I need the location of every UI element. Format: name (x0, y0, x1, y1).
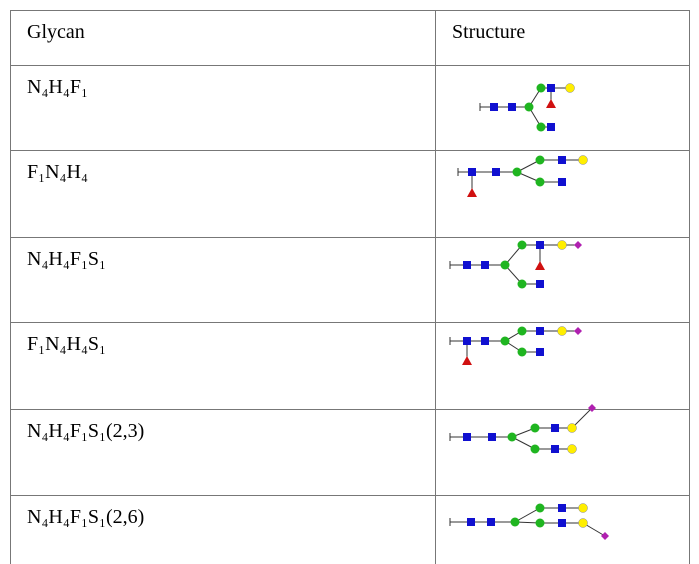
glcnac (490, 103, 498, 111)
mannose (531, 424, 540, 433)
mannose (518, 348, 527, 357)
glcnac (463, 433, 471, 441)
glycan-name: F₁N₄H₄S₁ (27, 333, 106, 355)
glycan-name: N₄H₄F₁ (27, 76, 88, 98)
header-cell: Structure (452, 21, 525, 43)
mannose (537, 123, 546, 132)
glcnac (487, 518, 495, 526)
glcnac (467, 518, 475, 526)
glcnac (558, 519, 566, 527)
galactose (579, 519, 588, 528)
mannose (536, 504, 545, 513)
mannose (536, 156, 545, 165)
glcnac (558, 156, 566, 164)
glycan-name: N₄H₄F₁S₁(2,6) (27, 506, 144, 528)
mannose (511, 518, 520, 527)
mannose (525, 103, 534, 112)
galactose (558, 327, 567, 336)
galactose (566, 84, 575, 93)
glcnac (536, 348, 544, 356)
glycan-structure (458, 156, 588, 198)
glcnac (551, 424, 559, 432)
mannose (537, 84, 546, 93)
glcnac (558, 178, 566, 186)
galactose (579, 156, 588, 165)
glycan-structure (450, 241, 582, 289)
glcnac (547, 84, 555, 92)
glcnac (536, 241, 544, 249)
glycan-name: N₄H₄F₁S₁(2,3) (27, 420, 144, 442)
table: Glycan Structure N₄H₄F₁ F₁N₄H₄ N₄H₄F₁S₁ … (0, 0, 699, 564)
fucose (462, 356, 472, 365)
structures (450, 84, 609, 541)
header-cell: Glycan (27, 21, 85, 43)
glcnac (468, 168, 476, 176)
glcnac (536, 280, 544, 288)
glcnac (488, 433, 496, 441)
mannose (501, 261, 510, 270)
glycan-name: F₁N₄H₄ (27, 161, 88, 183)
glcnac (558, 504, 566, 512)
mannose (518, 241, 527, 250)
sialic-acid (574, 241, 582, 249)
mannose (501, 337, 510, 346)
glcnac (463, 337, 471, 345)
glcnac (547, 123, 555, 131)
mannose (531, 445, 540, 454)
grid (10, 10, 690, 564)
glycan-structure (450, 404, 596, 454)
mannose (513, 168, 522, 177)
galactose (579, 504, 588, 513)
mannose (536, 178, 545, 187)
mannose (518, 280, 527, 289)
galactose (558, 241, 567, 250)
mannose (518, 327, 527, 336)
galactose (568, 424, 577, 433)
glcnac (481, 261, 489, 269)
glycan-name: N₄H₄F₁S₁ (27, 248, 106, 270)
glycan-structure (480, 84, 575, 132)
mannose (508, 433, 517, 442)
glcnac (463, 261, 471, 269)
galactose (568, 445, 577, 454)
glcnac (481, 337, 489, 345)
fucose (546, 99, 556, 108)
mannose (536, 519, 545, 528)
sialic-acid (574, 327, 582, 335)
glcnac (492, 168, 500, 176)
glcnac (508, 103, 516, 111)
sialic-acid (601, 532, 609, 540)
glcnac (536, 327, 544, 335)
fucose (467, 188, 477, 197)
glycan-structure (450, 504, 609, 541)
glycan-structure (450, 327, 582, 366)
glcnac (551, 445, 559, 453)
fucose (535, 261, 545, 270)
